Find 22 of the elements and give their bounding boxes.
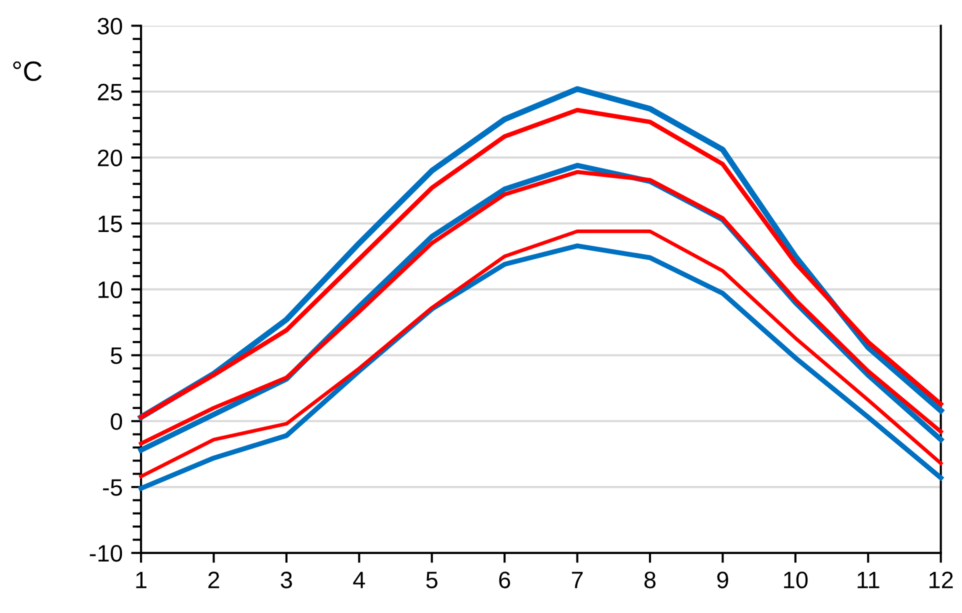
y-tick-label: -5 [103, 479, 122, 496]
y-tick-label: 0 [110, 413, 122, 430]
x-tick-label: 5 [426, 572, 438, 588]
x-tick-label: 4 [353, 572, 366, 588]
y-tick-label: 25 [98, 84, 122, 100]
x-tick-label: 2 [208, 572, 220, 588]
x-tick-label: 7 [572, 572, 583, 588]
y-tick-label: 10 [98, 281, 122, 298]
x-tick-label: 11 [858, 572, 880, 588]
x-tick-label: 10 [784, 572, 808, 588]
y-tick-label: 5 [110, 348, 122, 364]
y-tick-label: 20 [98, 150, 122, 166]
y-tick-label: 15 [98, 216, 122, 232]
x-tick-label: 1 [136, 572, 146, 588]
y-tick-label: -10 [90, 544, 122, 562]
x-tick-label: 3 [280, 572, 292, 588]
y-axis-title: °C [13, 61, 42, 82]
x-tick-label: 8 [644, 572, 656, 588]
y-tick-label: 30 [98, 18, 122, 35]
x-tick-label: 9 [717, 572, 728, 588]
x-tick-label: 12 [930, 572, 953, 588]
x-tick-label: 6 [499, 572, 510, 588]
